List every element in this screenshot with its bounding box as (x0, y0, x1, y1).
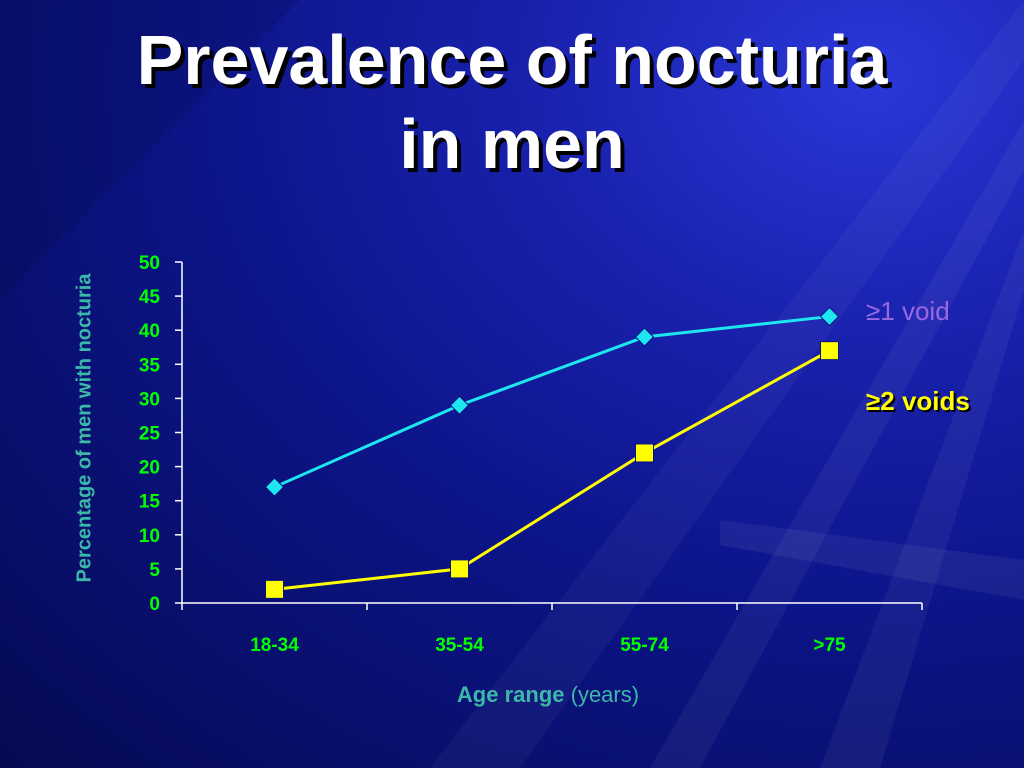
x-axis-label: Age range (years) (0, 682, 1024, 708)
y-tick-label: 40 (139, 321, 160, 342)
y-tick-label: 50 (139, 253, 160, 274)
data-point-series-2 (265, 579, 284, 599)
series-line-1 (273, 315, 830, 489)
slide-title: Prevalence of nocturia in men (0, 18, 1024, 186)
y-tick-label: 15 (139, 492, 161, 513)
x-tick-label: 18-34 (250, 635, 299, 656)
x-tick-label: >75 (813, 635, 846, 656)
data-point-series-2 (820, 341, 839, 361)
y-axis-label: Percentage of men with nocturia (73, 273, 96, 583)
y-tick-label: 20 (139, 458, 160, 479)
y-tick-label: 45 (139, 287, 161, 308)
x-tick-label: 35-54 (435, 635, 484, 656)
y-tick-label: 10 (139, 526, 160, 547)
x-axis-label-unit: (years) (570, 682, 640, 707)
y-tick-label: 30 (139, 389, 160, 410)
title-line-1: Prevalence of nocturia (136, 21, 888, 99)
y-tick-label: 5 (149, 560, 160, 581)
data-point-series-2 (635, 443, 654, 463)
data-point-series-1 (264, 477, 285, 497)
data-point-series-1 (449, 395, 470, 415)
y-tick-label: 25 (139, 424, 161, 445)
data-point-series-1 (819, 306, 840, 327)
legend-series-1: ≥1 void (866, 296, 950, 326)
title-line-2: in men (399, 105, 625, 183)
series-line-2 (274, 349, 831, 591)
data-point-series-1 (634, 327, 655, 347)
data-point-series-2 (450, 559, 469, 579)
x-axis-label-main: Age range (456, 682, 565, 707)
y-tick-label: 0 (149, 594, 160, 615)
legend-series-2: ≥2 voids (866, 386, 970, 416)
x-tick-label: 55-74 (620, 635, 669, 656)
y-tick-label: 35 (139, 355, 161, 376)
